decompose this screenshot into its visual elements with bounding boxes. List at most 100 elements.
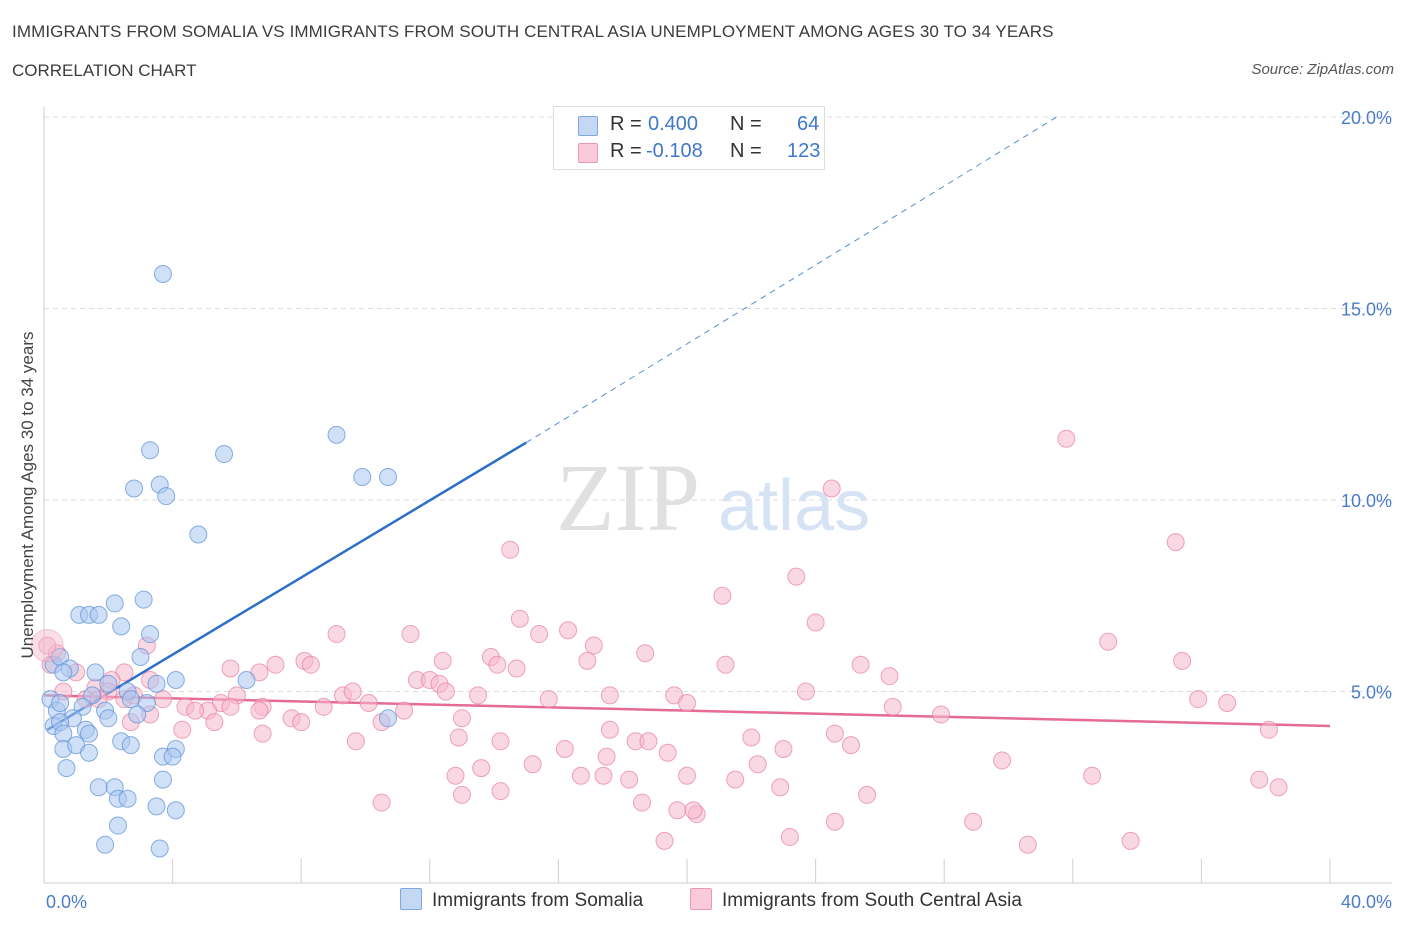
r-value: 0.400	[648, 113, 699, 135]
somalia-point	[105, 594, 124, 613]
somalia-point	[141, 441, 160, 460]
sca-point	[530, 625, 549, 644]
sca-point	[713, 586, 732, 605]
chart-title: IMMIGRANTS FROM SOMALIA VS IMMIGRANTS FR…	[12, 22, 1054, 41]
sca-point	[1099, 632, 1118, 651]
sca-point	[343, 682, 362, 701]
sca-point	[346, 732, 365, 751]
sca-point	[584, 636, 603, 655]
somalia-point	[327, 425, 346, 444]
sca-point	[436, 682, 455, 701]
somalia-point	[99, 674, 118, 693]
sca-point	[253, 724, 272, 743]
sca-point	[742, 728, 761, 747]
sca-point	[1269, 778, 1288, 797]
sca-point	[1121, 831, 1140, 850]
somalia-point	[153, 770, 172, 789]
sca-point	[787, 567, 806, 586]
sca-point	[559, 621, 578, 640]
sca-point	[327, 625, 346, 644]
somalia-point	[189, 525, 208, 544]
sca-point	[825, 812, 844, 831]
sca-point	[153, 690, 172, 709]
somalia-point	[166, 671, 185, 690]
sca-point	[292, 713, 311, 732]
sca-point	[314, 697, 333, 716]
trend-lines	[43, 116, 1331, 731]
somalia-point	[54, 663, 73, 682]
sca-point	[507, 659, 526, 678]
sca-point	[594, 766, 613, 785]
sca-point	[446, 766, 465, 785]
stats-legend: R = 0.400 N = 64 R = -0.108 N = 123	[553, 106, 825, 170]
chart-subtitle: CORRELATION CHART	[12, 61, 197, 80]
sca-point	[1083, 766, 1102, 785]
sca-point	[449, 728, 468, 747]
sca-point	[597, 747, 616, 766]
sca-point	[186, 701, 205, 720]
sca-point	[806, 613, 825, 632]
sca-point	[1189, 690, 1208, 709]
sca-point	[301, 655, 320, 674]
somalia-point	[80, 724, 99, 743]
somalia-point	[108, 816, 127, 835]
somalia-point	[147, 674, 166, 693]
sca-point	[600, 720, 619, 739]
somalia-point	[215, 445, 234, 464]
somalia-point	[83, 686, 102, 705]
sca-point	[883, 697, 902, 716]
sca-point	[205, 713, 224, 732]
sca-point	[600, 686, 619, 705]
y-tick-label: 15.0%	[1341, 300, 1392, 320]
somalia-point	[121, 736, 140, 755]
sca-point	[469, 686, 488, 705]
sca-point	[250, 701, 269, 720]
somalia-point	[80, 743, 99, 762]
somalia-swatch	[578, 116, 598, 136]
somalia-point	[121, 690, 140, 709]
sca-point	[1166, 533, 1185, 552]
somalia-point	[125, 479, 144, 498]
somalia-point	[157, 487, 176, 506]
y-tick-label: 20.0%	[1341, 108, 1392, 128]
n-label: N =	[730, 113, 762, 135]
sca-point	[266, 655, 285, 674]
tick-labels: 5.0% 10.0% 15.0% 20.0% 0.0% 40.0%	[46, 108, 1392, 912]
sca-point	[851, 655, 870, 674]
sca-point	[173, 720, 192, 739]
somalia-point	[153, 265, 172, 284]
legend-item-somalia: Immigrants from Somalia	[400, 888, 643, 912]
somalia-point	[379, 468, 398, 487]
sca-point	[636, 644, 655, 663]
somalia-point	[141, 625, 160, 644]
sca-point	[964, 812, 983, 831]
r-label: R =	[610, 113, 642, 135]
somalia-point	[118, 789, 137, 808]
sca-point	[395, 701, 414, 720]
somalia-point	[86, 663, 105, 682]
somalia-point	[150, 839, 169, 858]
sca-point	[38, 636, 57, 655]
legend-label: Immigrants from South Central Asia	[722, 890, 1022, 911]
sca-point	[771, 778, 790, 797]
sca-point	[488, 655, 507, 674]
sca-point	[1259, 720, 1278, 739]
sca-legend-swatch	[690, 888, 712, 910]
sca-point	[401, 625, 420, 644]
sca-point	[1018, 835, 1037, 854]
somalia-point	[237, 671, 256, 690]
somalia-point	[166, 801, 185, 820]
watermark-atlas: atlas	[718, 466, 870, 546]
sca-point	[655, 831, 674, 850]
sca-point	[1057, 429, 1076, 448]
sca-point	[221, 697, 240, 716]
source-credit: Source: ZipAtlas.com	[1251, 61, 1394, 78]
sca-point	[822, 479, 841, 498]
sca-point	[359, 693, 378, 712]
somalia-point	[147, 797, 166, 816]
sca-point	[539, 690, 558, 709]
sca-point	[1218, 693, 1237, 712]
sca-point	[578, 651, 597, 670]
somalia-point	[73, 697, 92, 716]
